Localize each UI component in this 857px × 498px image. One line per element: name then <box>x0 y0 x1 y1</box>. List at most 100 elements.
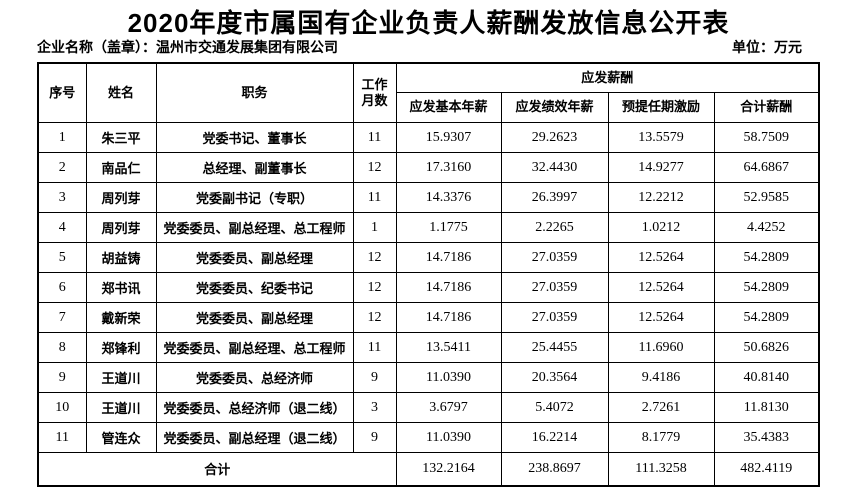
unit-label: 单位：万元 <box>732 39 802 55</box>
col-header-salary-group: 应发薪酬 <box>395 62 820 93</box>
cell-months: 11 <box>352 122 397 153</box>
cell-incentive: 11.6960 <box>607 332 715 363</box>
cell-seq: 4 <box>37 212 87 243</box>
cell-total-salary: 4.4252 <box>713 212 820 243</box>
cell-months: 12 <box>352 272 397 303</box>
col-header-incentive: 预提任期激励 <box>607 92 715 123</box>
table-row: 1 朱三平 党委书记、董事长 11 15.9307 29.2623 13.557… <box>37 122 820 153</box>
cell-performance-salary: 29.2623 <box>500 122 609 153</box>
cell-performance-salary: 26.3997 <box>500 182 609 213</box>
cell-seq: 9 <box>37 362 87 393</box>
col-header-position: 职务 <box>155 62 354 123</box>
cell-position: 党委书记、董事长 <box>155 122 354 153</box>
cell-months: 12 <box>352 302 397 333</box>
salary-table: 序号 姓名 职务 工作月数 应发薪酬 应发基本年薪 应发绩效年薪 预提任期激励 … <box>37 62 821 487</box>
table-row: 11 管连众 党委委员、副总经理（退二线） 9 11.0390 16.2214 … <box>37 422 820 453</box>
total-performance-salary: 238.8697 <box>500 452 609 486</box>
table-row: 6 郑书讯 党委委员、纪委书记 12 14.7186 27.0359 12.52… <box>37 272 820 303</box>
cell-months: 11 <box>352 182 397 213</box>
cell-incentive: 2.7261 <box>607 392 715 423</box>
cell-months: 3 <box>352 392 397 423</box>
cell-base-salary: 1.1775 <box>395 212 502 243</box>
table-row: 5 胡益铸 党委委员、副总经理 12 14.7186 27.0359 12.52… <box>37 242 820 273</box>
cell-name: 郑书讯 <box>85 272 157 303</box>
cell-name: 戴新荣 <box>85 302 157 333</box>
cell-seq: 3 <box>37 182 87 213</box>
cell-name: 朱三平 <box>85 122 157 153</box>
page-title: 2020年度市属国有企业负责人薪酬发放信息公开表 <box>127 8 730 38</box>
cell-total-salary: 58.7509 <box>713 122 820 153</box>
cell-position: 党委委员、总经济师 <box>155 362 354 393</box>
cell-base-salary: 14.7186 <box>395 302 502 333</box>
cell-seq: 11 <box>37 422 87 453</box>
cell-base-salary: 17.3160 <box>395 152 502 183</box>
cell-name: 王道川 <box>85 392 157 423</box>
cell-position: 总经理、副董事长 <box>155 152 354 183</box>
cell-performance-salary: 32.4430 <box>500 152 609 183</box>
col-header-name: 姓名 <box>85 62 157 123</box>
cell-incentive: 12.2212 <box>607 182 715 213</box>
cell-total-salary: 54.2809 <box>713 302 820 333</box>
cell-incentive: 12.5264 <box>607 242 715 273</box>
cell-position: 党委副书记（专职） <box>155 182 354 213</box>
cell-months: 11 <box>352 332 397 363</box>
table-row: 9 王道川 党委委员、总经济师 9 11.0390 20.3564 9.4186… <box>37 362 820 393</box>
cell-months: 1 <box>352 212 397 243</box>
cell-incentive: 12.5264 <box>607 272 715 303</box>
total-total-salary: 482.4119 <box>713 452 820 486</box>
cell-base-salary: 11.0390 <box>395 422 502 453</box>
cell-incentive: 12.5264 <box>607 302 715 333</box>
cell-incentive: 14.9277 <box>607 152 715 183</box>
cell-performance-salary: 2.2265 <box>500 212 609 243</box>
cell-months: 9 <box>352 362 397 393</box>
cell-position: 党委委员、副总经理 <box>155 242 354 273</box>
header-row-sub: 应发基本年薪 应发绩效年薪 预提任期激励 合计薪酬 <box>38 92 820 123</box>
cell-months: 12 <box>352 152 397 183</box>
cell-performance-salary: 27.0359 <box>500 242 609 273</box>
cell-months: 9 <box>352 422 397 453</box>
col-header-performance-salary: 应发绩效年薪 <box>500 92 609 123</box>
cell-base-salary: 11.0390 <box>395 362 502 393</box>
cell-position: 党委委员、副总经理、总工程师 <box>155 212 354 243</box>
cell-position: 党委委员、副总经理、总工程师 <box>155 332 354 363</box>
cell-seq: 2 <box>37 152 87 183</box>
header-row-group: 序号 姓名 职务 工作月数 应发薪酬 <box>37 62 820 123</box>
cell-incentive: 9.4186 <box>607 362 715 393</box>
table-row: 4 周列芽 党委委员、副总经理、总工程师 1 1.1775 2.2265 1.0… <box>37 212 820 243</box>
cell-total-salary: 50.6826 <box>713 332 820 363</box>
cell-name: 周列芽 <box>85 182 157 213</box>
col-header-seq: 序号 <box>37 62 87 123</box>
cell-months: 12 <box>352 242 397 273</box>
cell-seq: 6 <box>37 272 87 303</box>
cell-base-salary: 14.7186 <box>395 272 502 303</box>
col-header-months: 工作月数 <box>352 62 397 123</box>
cell-position: 党委委员、副总经理（退二线） <box>155 422 354 453</box>
cell-performance-salary: 27.0359 <box>500 272 609 303</box>
cell-total-salary: 64.6867 <box>713 152 820 183</box>
cell-performance-salary: 16.2214 <box>500 422 609 453</box>
total-row: 合计 132.2164 238.8697 111.3258 482.4119 <box>37 452 820 486</box>
table-row: 2 南品仁 总经理、副董事长 12 17.3160 32.4430 14.927… <box>37 152 820 183</box>
total-incentive: 111.3258 <box>607 452 715 486</box>
cell-incentive: 13.5579 <box>607 122 715 153</box>
cell-seq: 1 <box>37 122 87 153</box>
cell-performance-salary: 27.0359 <box>500 302 609 333</box>
col-header-base-salary: 应发基本年薪 <box>395 92 502 123</box>
cell-total-salary: 35.4383 <box>713 422 820 453</box>
cell-base-salary: 14.3376 <box>395 182 502 213</box>
cell-position: 党委委员、总经济师（退二线） <box>155 392 354 423</box>
cell-base-salary: 15.9307 <box>395 122 502 153</box>
cell-incentive: 8.1779 <box>607 422 715 453</box>
cell-total-salary: 11.8130 <box>713 392 820 423</box>
table-row: 10 王道川 党委委员、总经济师（退二线） 3 3.6797 5.4072 2.… <box>37 392 820 423</box>
cell-incentive: 1.0212 <box>607 212 715 243</box>
table-row: 3 周列芽 党委副书记（专职） 11 14.3376 26.3997 12.22… <box>37 182 820 213</box>
cell-total-salary: 54.2809 <box>713 242 820 273</box>
cell-position: 党委委员、纪委书记 <box>155 272 354 303</box>
cell-seq: 5 <box>37 242 87 273</box>
cell-name: 王道川 <box>85 362 157 393</box>
cell-base-salary: 14.7186 <box>395 242 502 273</box>
cell-name: 管连众 <box>85 422 157 453</box>
cell-total-salary: 54.2809 <box>713 272 820 303</box>
